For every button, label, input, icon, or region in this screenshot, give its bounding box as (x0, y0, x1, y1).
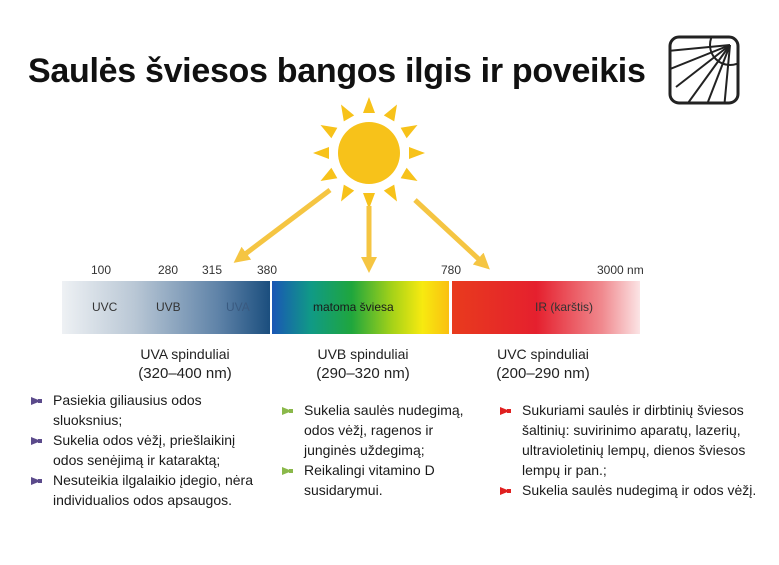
band-uva: UVA (226, 300, 250, 314)
uva-heading: UVA spinduliai (320–400 nm) (120, 345, 250, 383)
list-item: Sukelia odos vėžį, priešlaikinį odos sen… (28, 430, 260, 470)
wavelength-315: 315 (202, 263, 223, 277)
uvb-effects-list: Sukelia saulės nudegimą, odos vėžį, rage… (279, 400, 479, 500)
band-visible: matoma šviesa (313, 300, 394, 314)
wavelength-380: 380 (257, 263, 278, 277)
bullet-arrow-icon (500, 487, 511, 495)
uvb-heading: UVB spinduliai (290–320 nm) (298, 345, 428, 383)
uvc-title: UVC spinduliai (497, 346, 589, 362)
bullet-arrow-icon (31, 437, 42, 445)
wavelength-780: 780 (441, 263, 462, 277)
page-title: Saulės šviesos bangos ilgis ir poveikis (28, 52, 646, 90)
list-item: Nesuteikia ilgalaikio įdegio, nėra indiv… (28, 470, 260, 510)
list-item: Reikalingi vitamino D susidarymui. (279, 460, 479, 500)
band-ir: IR (karštis) (535, 300, 593, 314)
uva-title: UVA spinduliai (140, 346, 230, 362)
uvc-heading: UVC spinduliai (200–290 nm) (478, 345, 608, 383)
bullet-arrow-icon (500, 407, 511, 415)
wavelength-280: 280 (158, 263, 179, 277)
bullet-arrow-icon (282, 467, 293, 475)
uvb-title: UVB spinduliai (317, 346, 409, 362)
list-item: Pasiekia giliausius odos sluoksnius; (28, 390, 260, 430)
list-item: Sukelia saulės nudegimą, odos vėžį, rage… (279, 400, 479, 460)
wavelength-100: 100 (91, 263, 112, 277)
uva-effects-list: Pasiekia giliausius odos sluoksnius; Suk… (28, 390, 260, 510)
list-item: Sukuriami saulės ir dirbtinių šviesos ša… (497, 400, 759, 480)
list-item: Sukelia saulės nudegimą ir odos vėžį. (497, 480, 759, 500)
band-uvc: UVC (92, 300, 118, 314)
wavelength-3000: 3000 nm (597, 263, 644, 277)
sun-corner-icon (668, 35, 740, 105)
uvc-range: (200–290 nm) (496, 365, 590, 382)
bullet-arrow-icon (31, 397, 42, 405)
arrow-right (413, 198, 490, 270)
sun-arrows (233, 188, 490, 274)
uvc-effects-list: Sukuriami saulės ir dirbtinių šviesos ša… (497, 400, 759, 500)
bullet-arrow-icon (282, 407, 293, 415)
band-uvb: UVB (156, 300, 181, 314)
sun-icon (313, 97, 425, 209)
bullet-arrow-icon (31, 477, 42, 485)
spectrum-band (62, 281, 640, 334)
uva-range: (320–400 nm) (138, 365, 232, 382)
uvb-range: (290–320 nm) (316, 365, 410, 382)
arrow-left (233, 188, 332, 263)
